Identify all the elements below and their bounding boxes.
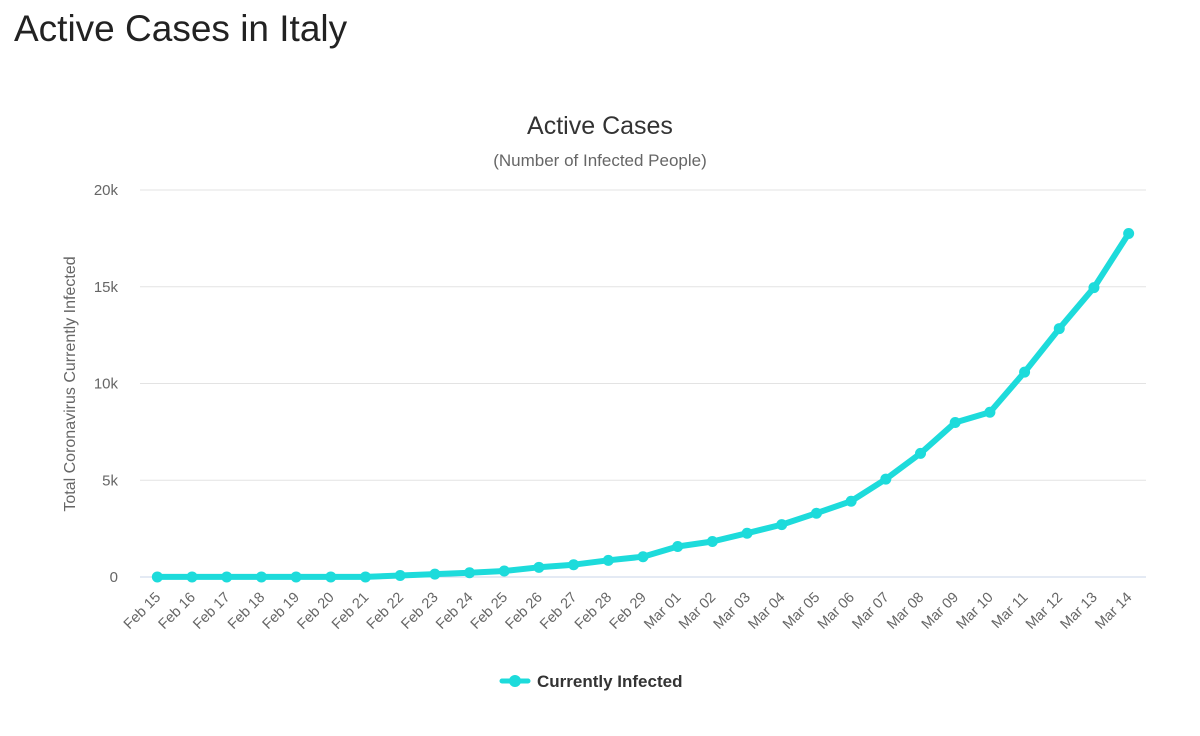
x-tick-label: Mar 01 <box>641 590 684 633</box>
data-point[interactable] <box>255 571 267 583</box>
x-tick-label: Feb 17 <box>190 590 233 633</box>
y-tick-label: 15k <box>94 279 119 296</box>
x-tick-label: Feb 28 <box>572 590 615 633</box>
x-tick-label: Feb 26 <box>503 590 546 633</box>
grid <box>140 189 1146 578</box>
data-point[interactable] <box>984 406 996 418</box>
data-point[interactable] <box>498 565 510 577</box>
data-point[interactable] <box>602 554 614 566</box>
x-tick-label: Mar 02 <box>676 590 719 633</box>
y-axis-ticks: 0 5k 10k 15k 20k <box>94 182 119 586</box>
data-point[interactable] <box>706 535 718 547</box>
x-tick-label: Feb 18 <box>225 590 268 633</box>
data-point[interactable] <box>949 416 961 428</box>
x-tick-label: Feb 16 <box>156 590 199 633</box>
data-point[interactable] <box>1019 366 1031 378</box>
data-point[interactable] <box>151 571 163 583</box>
x-tick-label: Feb 24 <box>433 590 476 633</box>
x-tick-label: Mar 09 <box>919 590 962 633</box>
legend[interactable]: Currently Infected <box>499 672 682 691</box>
x-tick-label: Mar 10 <box>953 590 996 633</box>
data-point[interactable] <box>186 571 198 583</box>
data-point[interactable] <box>776 519 788 531</box>
y-tick-label: 5k <box>102 472 118 489</box>
series-group <box>151 228 1135 583</box>
data-point[interactable] <box>845 495 857 507</box>
legend-marker-icon <box>509 675 521 687</box>
x-tick-label: Mar 11 <box>989 590 1031 632</box>
data-point[interactable] <box>1053 323 1065 335</box>
x-tick-label: Feb 15 <box>121 590 164 633</box>
data-point[interactable] <box>325 571 337 583</box>
data-point[interactable] <box>533 561 545 573</box>
x-tick-label: Mar 14 <box>1092 590 1135 633</box>
x-tick-label: Mar 04 <box>745 590 788 633</box>
x-tick-label: Mar 03 <box>711 590 754 633</box>
y-tick-label: 0 <box>110 569 118 586</box>
x-tick-label: Feb 21 <box>329 590 372 633</box>
x-tick-label: Feb 20 <box>294 590 337 633</box>
x-tick-label: Feb 22 <box>364 590 407 633</box>
series-line <box>154 230 1132 580</box>
data-point[interactable] <box>290 571 302 583</box>
data-point[interactable] <box>1123 228 1135 240</box>
y-tick-label: 20k <box>94 182 119 199</box>
x-tick-label: Feb 23 <box>398 590 441 633</box>
y-axis-label: Total Coronavirus Currently Infected <box>62 256 79 511</box>
x-tick-label: Mar 06 <box>815 590 858 633</box>
legend-label: Currently Infected <box>537 672 682 691</box>
data-point[interactable] <box>672 540 684 552</box>
x-tick-label: Feb 25 <box>468 590 511 633</box>
data-point[interactable] <box>221 571 233 583</box>
data-point[interactable] <box>915 447 927 459</box>
x-tick-label: Mar 07 <box>849 590 892 633</box>
data-point[interactable] <box>394 569 406 581</box>
page-title: Active Cases in Italy <box>14 8 348 49</box>
x-tick-label: Mar 08 <box>884 590 927 633</box>
x-tick-label: Mar 13 <box>1058 590 1101 633</box>
data-point[interactable] <box>741 527 753 539</box>
data-point[interactable] <box>429 568 441 580</box>
data-point[interactable] <box>1088 282 1100 294</box>
data-point[interactable] <box>464 567 476 579</box>
data-point[interactable] <box>568 559 580 571</box>
data-point[interactable] <box>880 473 892 485</box>
chart-title: Active Cases <box>527 112 673 140</box>
x-tick-label: Mar 12 <box>1023 590 1066 633</box>
y-tick-label: 10k <box>94 376 119 393</box>
x-tick-label: Feb 29 <box>607 590 650 633</box>
x-tick-label: Feb 19 <box>260 590 303 633</box>
x-tick-label: Mar 05 <box>780 590 823 633</box>
data-point[interactable] <box>637 551 649 563</box>
data-point[interactable] <box>810 507 822 519</box>
chart-subtitle: (Number of Infected People) <box>493 151 707 170</box>
data-point[interactable] <box>359 571 371 583</box>
x-tick-label: Feb 27 <box>537 590 580 633</box>
